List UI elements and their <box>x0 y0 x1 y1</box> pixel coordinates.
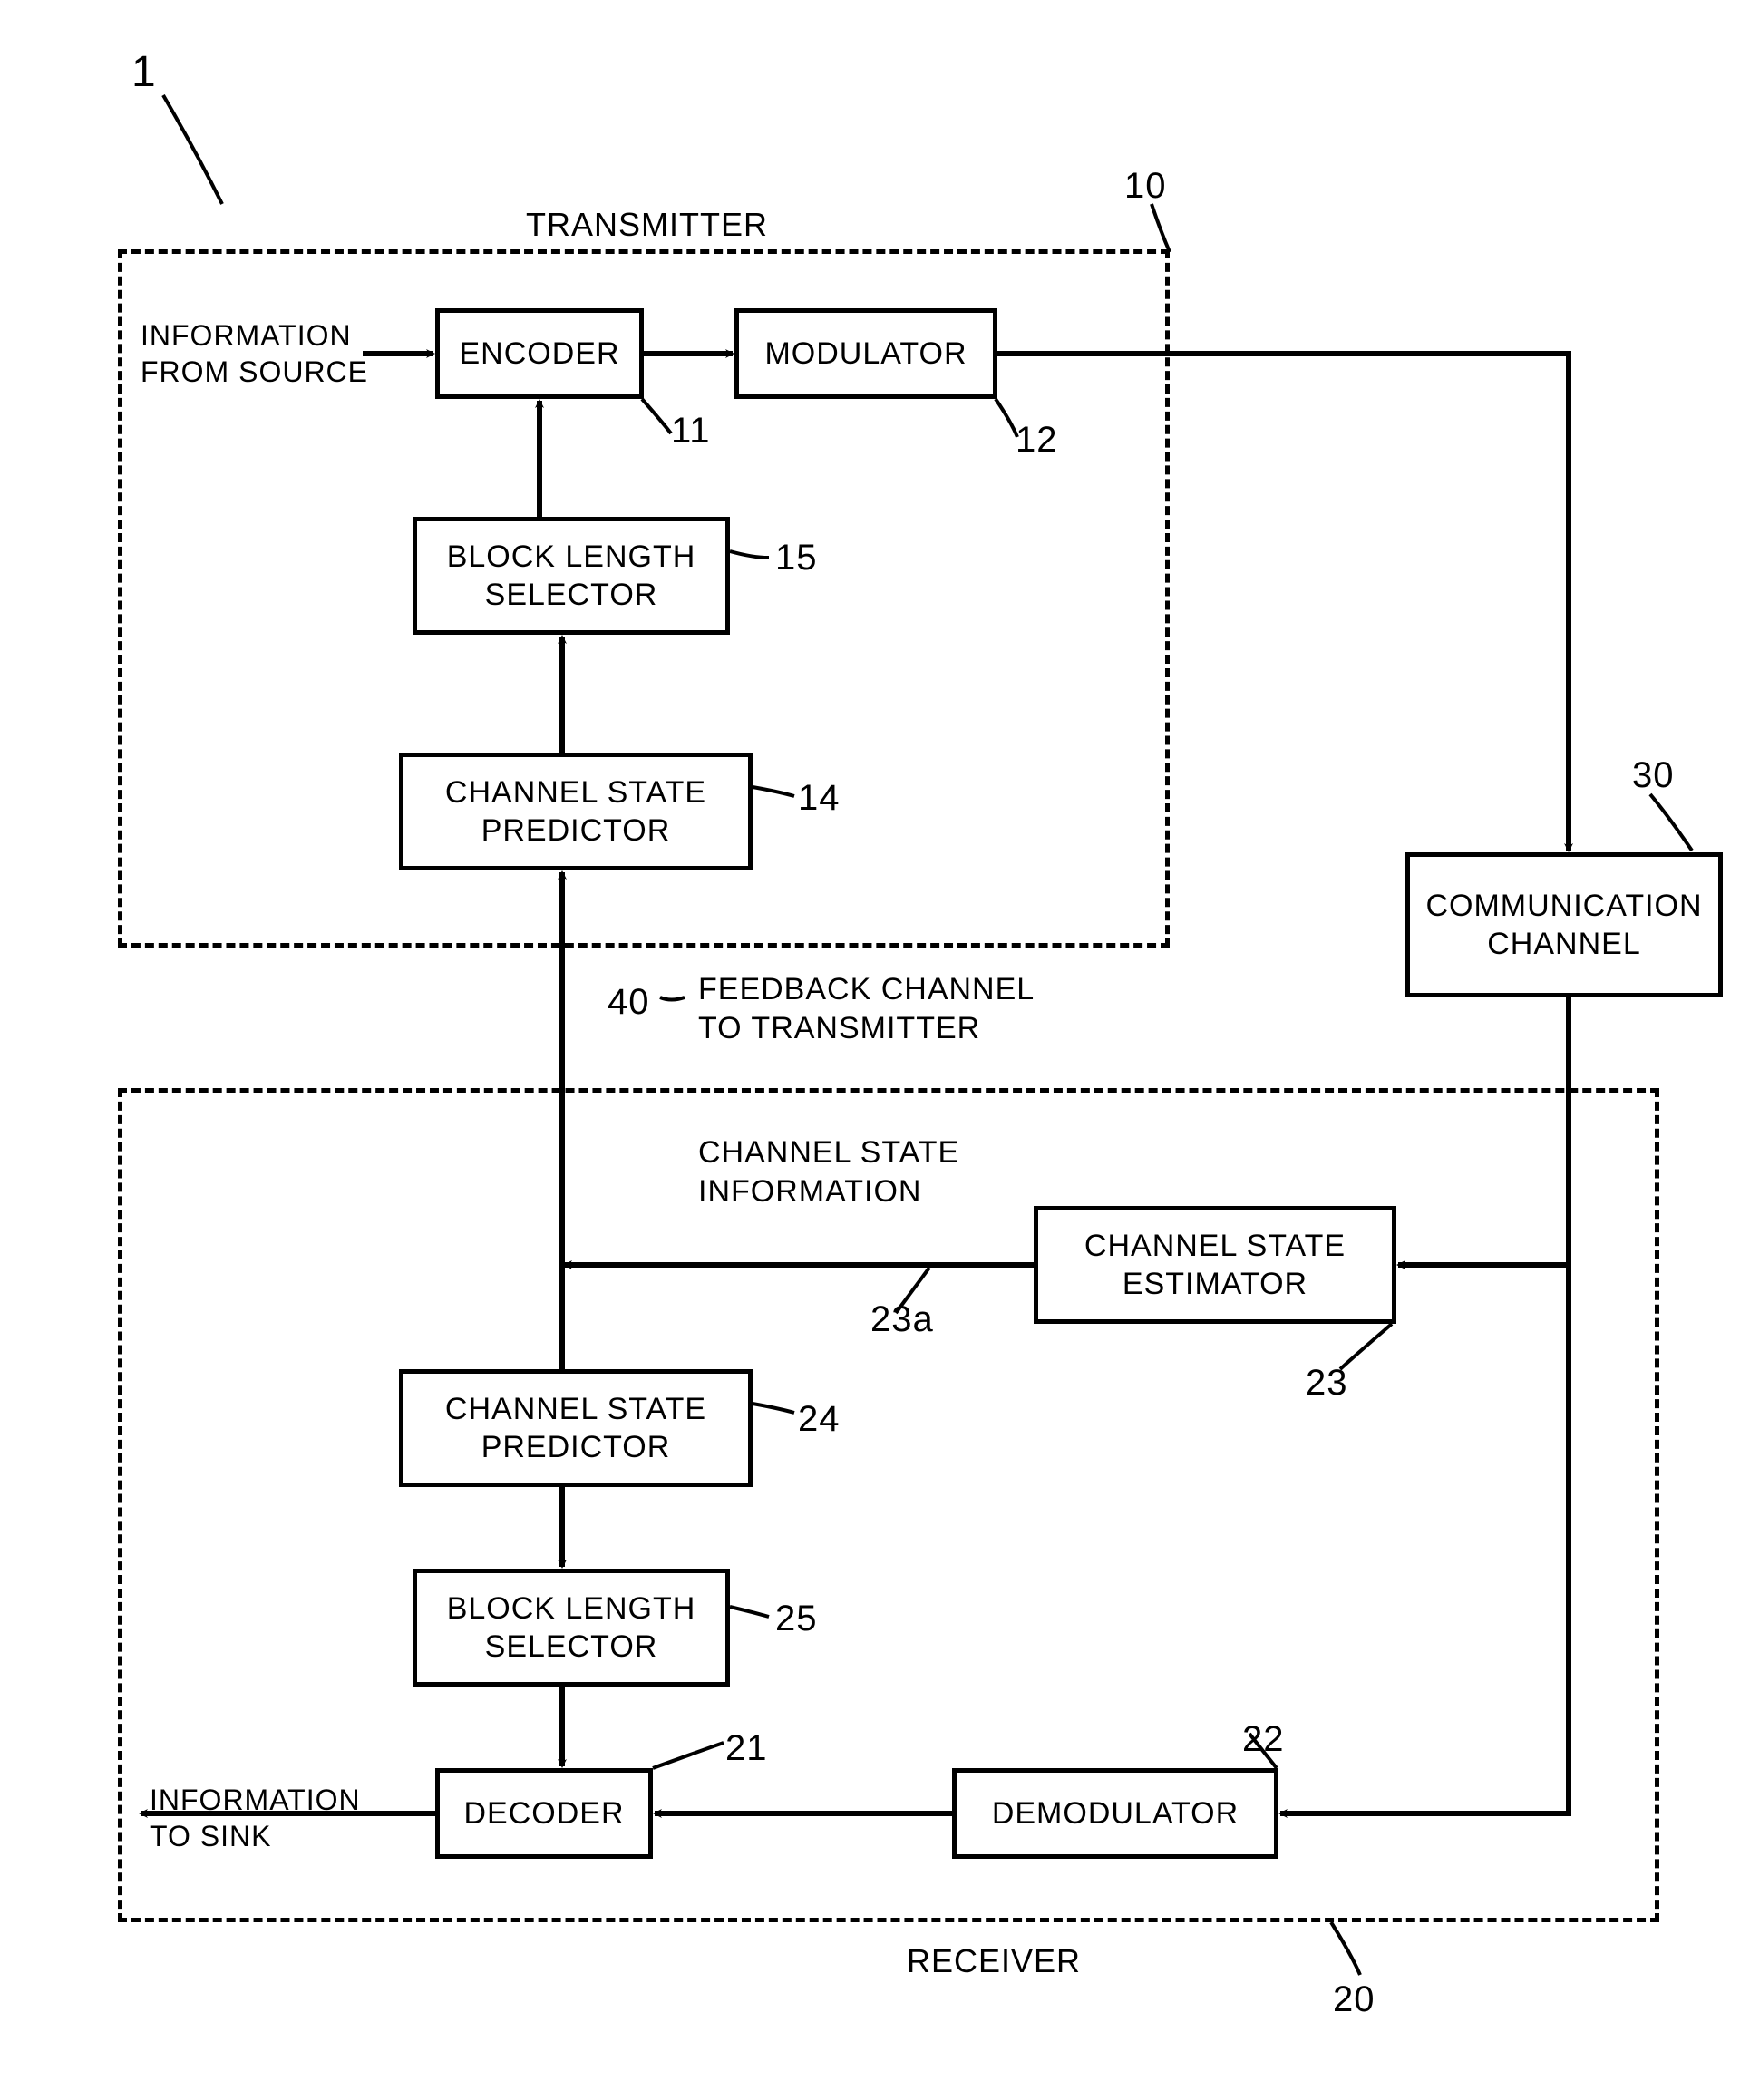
communication-channel-box: COMMUNICATIONCHANNEL <box>1405 852 1723 997</box>
encoder-id: 11 <box>671 408 711 453</box>
modulator-id: 12 <box>1016 417 1058 462</box>
diagram-canvas: ENCODER MODULATOR BLOCK LENGTHSELECTOR C… <box>0 0 1740 2100</box>
csi-label: CHANNEL STATEINFORMATION <box>698 1133 959 1210</box>
info-from-source-label: INFORMATIONFROM SOURCE <box>141 317 368 390</box>
tx-block-len-id: 15 <box>775 535 818 580</box>
receiver-title: RECEIVER <box>907 1940 1081 1981</box>
tx-block-length-selector-box: BLOCK LENGTHSELECTOR <box>413 517 730 635</box>
rx-block-length-selector-box: BLOCK LENGTHSELECTOR <box>413 1569 730 1687</box>
modulator-box: MODULATOR <box>734 308 997 399</box>
chan-est-id: 23 <box>1306 1360 1348 1405</box>
csi-id: 23a <box>870 1297 934 1342</box>
receiver-id: 20 <box>1333 1977 1375 2022</box>
tx-chan-pred-id: 14 <box>798 775 841 821</box>
encoder-box: ENCODER <box>435 308 644 399</box>
transmitter-id: 10 <box>1124 163 1167 209</box>
channel-state-estimator-box: CHANNEL STATEESTIMATOR <box>1034 1206 1396 1324</box>
decoder-box: DECODER <box>435 1768 653 1859</box>
decoder-id: 21 <box>725 1726 768 1771</box>
info-to-sink-label: INFORMATIONTO SINK <box>150 1782 361 1854</box>
feedback-label: FEEDBACK CHANNELTO TRANSMITTER <box>698 970 1035 1047</box>
tx-channel-state-predictor-box: CHANNEL STATEPREDICTOR <box>399 753 753 870</box>
transmitter-title: TRANSMITTER <box>526 204 768 245</box>
rx-channel-state-predictor-box: CHANNEL STATEPREDICTOR <box>399 1369 753 1487</box>
comm-channel-id: 30 <box>1632 753 1675 798</box>
diagram-id-label: 1 <box>131 45 157 100</box>
feedback-id: 40 <box>608 979 650 1025</box>
demodulator-box: DEMODULATOR <box>952 1768 1278 1859</box>
demodulator-id: 22 <box>1242 1716 1285 1762</box>
rx-chan-pred-id: 24 <box>798 1396 841 1442</box>
rx-block-len-id: 25 <box>775 1596 818 1641</box>
